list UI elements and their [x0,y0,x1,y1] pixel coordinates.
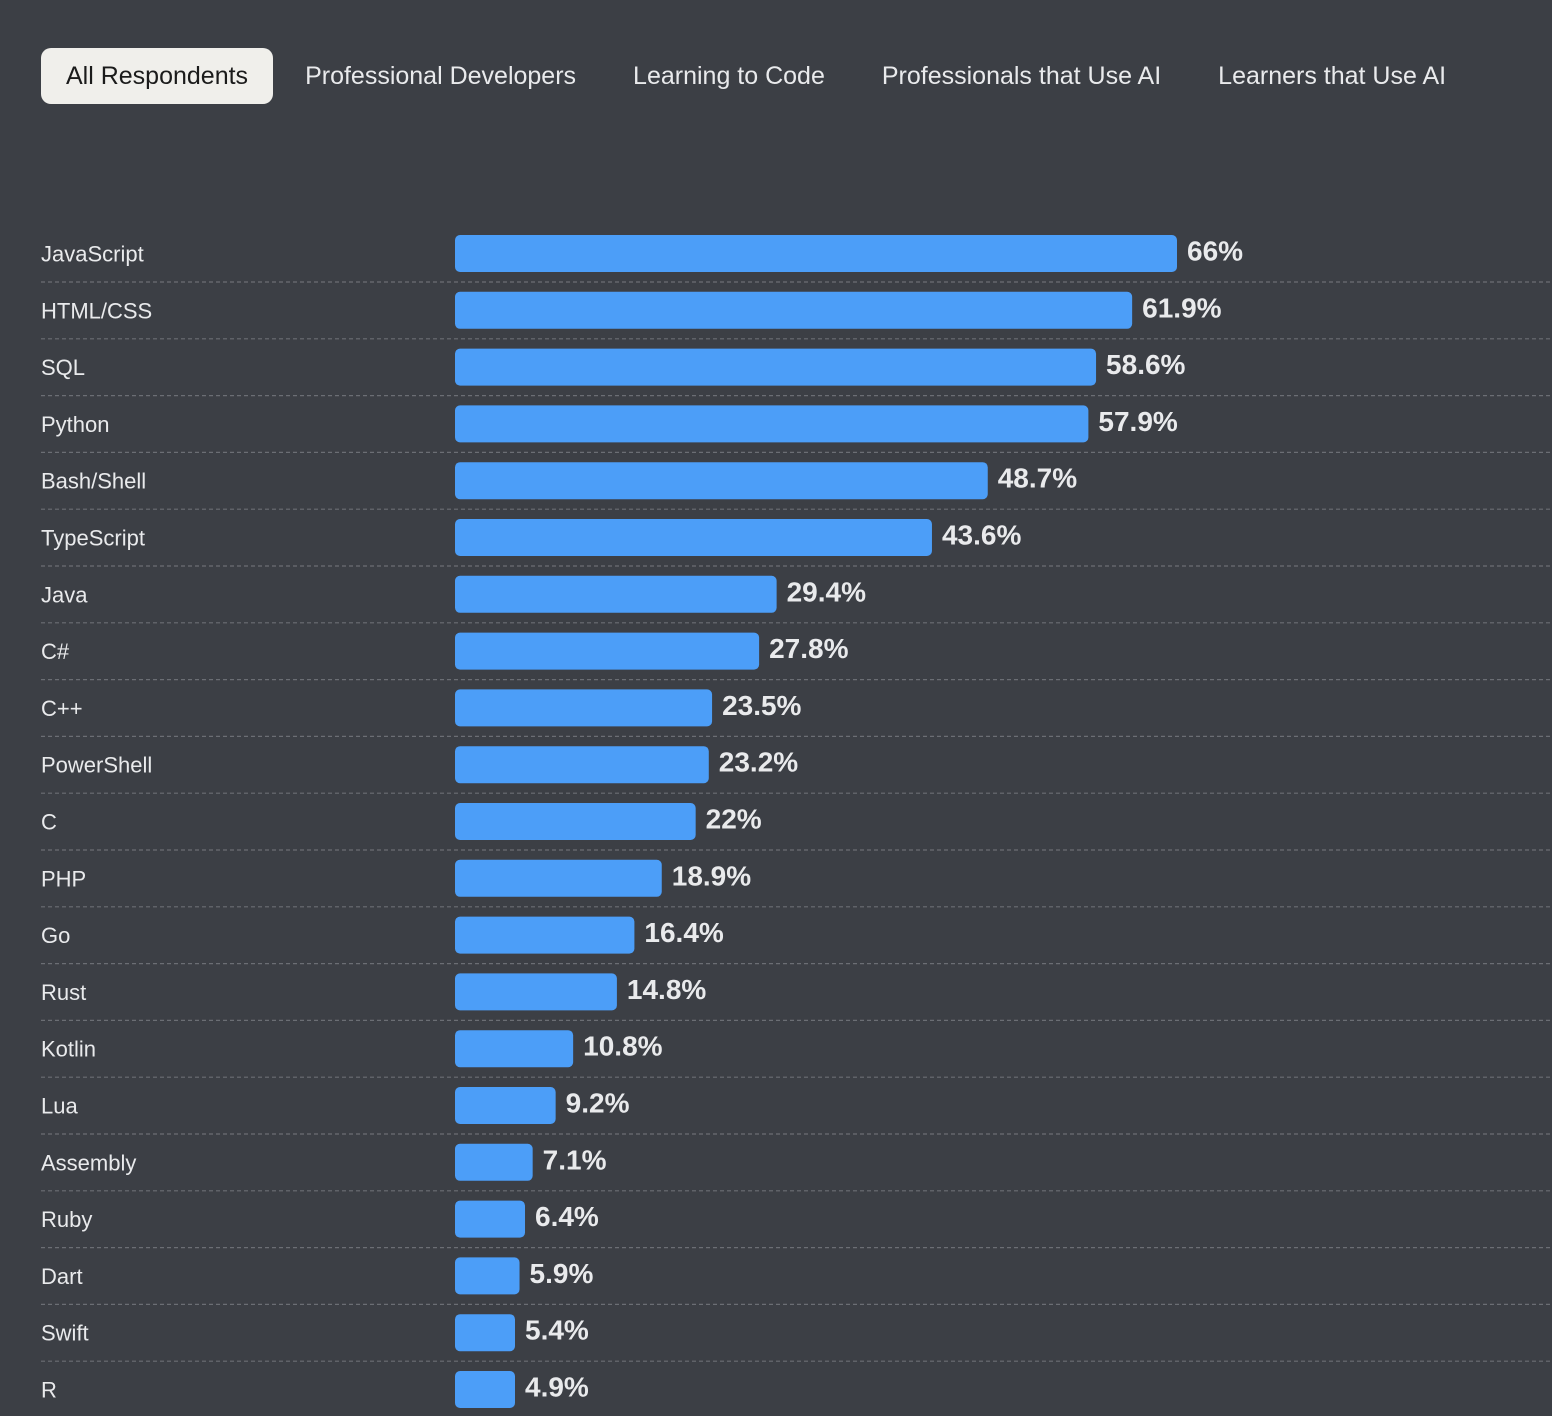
tab-learners-that-use-ai[interactable]: Learners that Use AI [1218,61,1447,90]
category-label: Python [41,412,110,437]
value-label: 5.4% [525,1315,589,1346]
category-label: Lua [41,1094,78,1119]
value-label: 66% [1187,236,1243,267]
category-label: C# [41,639,70,664]
value-label: 61.9% [1142,292,1221,323]
category-label: PHP [41,866,86,891]
value-label: 10.8% [583,1031,662,1062]
bar [455,859,662,897]
value-label: 48.7% [998,463,1077,494]
bar [455,746,709,784]
category-label: SQL [41,355,85,380]
value-label: 16.4% [644,917,723,948]
bar [455,689,713,727]
value-label: 7.1% [543,1144,607,1175]
bar [455,1257,520,1295]
bar [455,291,1133,329]
category-label: Rust [41,980,86,1005]
value-label: 27.8% [769,633,848,664]
value-label: 18.9% [672,860,751,891]
respondent-tabs: All Respondents Professional Developers … [41,48,1478,104]
bar [455,575,777,613]
category-label: Go [41,923,70,948]
tab-professional-developers[interactable]: Professional Developers [305,61,577,90]
bar [455,348,1097,386]
value-label: 5.9% [530,1258,594,1289]
bar [455,235,1177,272]
bar [455,1030,574,1068]
category-label: TypeScript [41,526,145,551]
category-label: Assembly [41,1150,136,1175]
category-label: HTML/CSS [41,298,152,323]
bar [455,973,617,1011]
category-label: Swift [41,1321,89,1346]
category-label: Ruby [41,1207,92,1232]
value-label: 23.2% [719,747,798,778]
value-label: 9.2% [566,1088,630,1119]
bar [455,1200,526,1238]
category-label: Dart [41,1264,83,1289]
tab-all-respondents[interactable]: All Respondents [41,48,274,104]
bar [455,519,932,556]
value-label: 57.9% [1098,406,1177,437]
tab-learning-to-code[interactable]: Learning to Code [633,61,825,90]
value-label: 29.4% [787,576,866,607]
bar [455,462,988,500]
value-label: 58.6% [1106,349,1185,380]
value-label: 4.9% [525,1372,589,1403]
value-label: 6.4% [535,1201,599,1232]
category-label: R [41,1378,57,1403]
category-label: C [41,810,57,835]
bar [455,405,1089,443]
value-label: 23.5% [722,690,801,721]
category-label: Kotlin [41,1037,96,1062]
bar [455,916,635,954]
bar [455,1314,515,1352]
bar [455,1087,556,1124]
value-label: 43.6% [942,520,1021,551]
bar [455,803,696,840]
category-label: Java [41,582,88,607]
bar [455,1371,515,1408]
value-label: 22% [706,804,762,835]
tab-professionals-that-use-ai[interactable]: Professionals that Use AI [881,61,1162,90]
value-label: 14.8% [627,974,706,1005]
category-label: JavaScript [41,242,144,267]
bar [455,632,760,670]
category-label: PowerShell [41,753,152,778]
category-label: Bash/Shell [41,469,146,494]
category-label: C++ [41,696,83,721]
bar [455,1143,533,1181]
